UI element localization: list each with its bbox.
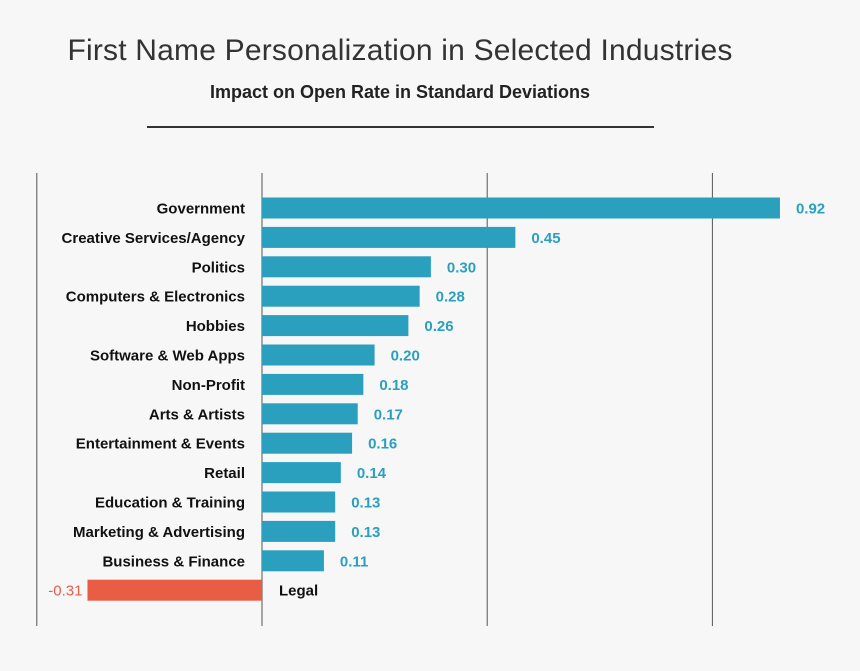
bar xyxy=(262,403,358,425)
bar xyxy=(87,579,262,601)
category-label: Legal xyxy=(279,583,318,600)
category-label: Politics xyxy=(192,259,245,276)
bar xyxy=(262,344,375,366)
bar xyxy=(262,373,364,395)
category-label: Business & Finance xyxy=(102,553,245,570)
chart-title: First Name Personalization in Selected I… xyxy=(67,34,733,67)
bar xyxy=(262,520,336,542)
value-label: 0.17 xyxy=(374,406,403,423)
bar xyxy=(262,462,341,484)
category-label: Retail xyxy=(204,465,245,482)
value-label: 0.13 xyxy=(351,495,380,512)
chart-subtitle: Impact on Open Rate in Standard Deviatio… xyxy=(209,82,591,102)
value-label: 0.11 xyxy=(340,553,368,570)
category-label: Computers & Electronics xyxy=(66,289,245,306)
value-label: 0.18 xyxy=(379,377,408,394)
value-label: 0.26 xyxy=(424,318,453,335)
category-label: Arts & Artists xyxy=(149,406,245,423)
value-label: 0.45 xyxy=(531,230,560,247)
category-label: Marketing & Advertising xyxy=(73,524,245,541)
value-label: 0.14 xyxy=(357,465,387,482)
title-divider xyxy=(147,126,654,128)
category-label: Creative Services/Agency xyxy=(62,230,246,247)
bar xyxy=(262,491,336,513)
category-label: Software & Web Apps xyxy=(90,348,245,365)
category-label: Hobbies xyxy=(186,318,245,335)
category-label: Entertainment & Events xyxy=(76,436,245,453)
value-label: 0.30 xyxy=(447,259,476,276)
category-label: Non-Profit xyxy=(172,377,245,394)
value-label: 0.92 xyxy=(796,201,825,218)
category-label: Government xyxy=(157,201,245,218)
value-label: 0.16 xyxy=(368,436,397,453)
bar xyxy=(262,315,409,337)
bar xyxy=(262,256,431,278)
value-label: 0.28 xyxy=(436,289,465,306)
bar xyxy=(262,226,516,248)
bar xyxy=(262,285,420,307)
bar xyxy=(262,550,324,572)
bar xyxy=(262,197,780,219)
value-label: -0.31 xyxy=(48,583,82,600)
bar xyxy=(262,432,353,454)
value-label: 0.13 xyxy=(351,524,380,541)
value-label: 0.20 xyxy=(391,348,420,365)
category-label: Education & Training xyxy=(95,495,245,512)
